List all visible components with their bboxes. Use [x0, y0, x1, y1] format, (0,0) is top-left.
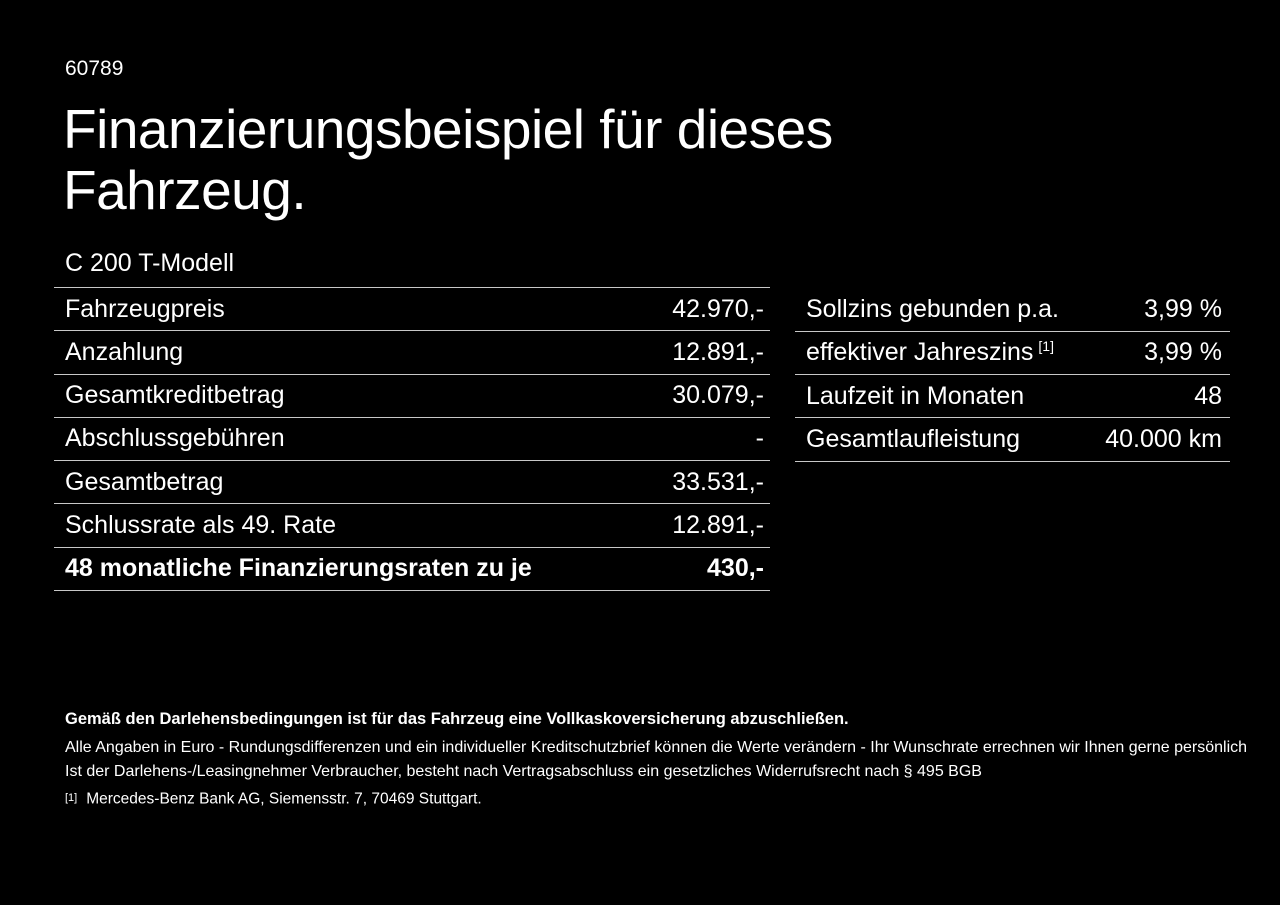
- finance-table: Fahrzeugpreis 42.970,- Anzahlung 12.891,…: [54, 287, 770, 591]
- row-value: -: [755, 424, 764, 453]
- row-value: 30.079,-: [672, 381, 764, 410]
- table-row-anzahlung: Anzahlung 12.891,-: [54, 331, 770, 375]
- table-row-fahrzeugpreis: Fahrzeugpreis 42.970,-: [54, 288, 770, 332]
- row-label-text: effektiver Jahreszins: [806, 338, 1034, 367]
- table-row-laufzeit: Laufzeit in Monaten 48: [795, 375, 1230, 419]
- rounding-note: Alle Angaben in Euro - Rundungsdifferenz…: [65, 739, 1248, 756]
- page-title-line-1: Finanzierungsbeispiel für dieses: [63, 98, 833, 160]
- row-label: Gesamtlaufleistung: [806, 424, 1021, 453]
- row-value: 430,-: [707, 554, 764, 583]
- withdrawal-note: Ist der Darlehens-/Leasingnehmer Verbrau…: [65, 763, 982, 780]
- row-value: 48: [1194, 381, 1222, 410]
- row-value: 33.531,-: [672, 467, 764, 496]
- insurance-note: Gemäß den Darlehensbedingungen ist für d…: [65, 710, 849, 728]
- table-row-schlussrate: Schlussrate als 49. Rate 12.891,-: [54, 504, 770, 548]
- bank-footnote: [1] Mercedes-Benz Bank AG, Siemensstr. 7,…: [65, 789, 482, 809]
- table-row-sollzins: Sollzins gebunden p.a. 3,99 %: [795, 289, 1230, 332]
- row-label: Abschlussgebühren: [65, 424, 285, 453]
- conditions-table: Sollzins gebunden p.a. 3,99 % effektiver…: [795, 289, 1230, 462]
- footnote-marker: [1]: [65, 792, 78, 804]
- row-label: Gesamtbetrag: [65, 467, 224, 496]
- table-row-abschlussgebuehren: Abschlussgebühren -: [54, 418, 770, 462]
- row-label: Laufzeit in Monaten: [806, 381, 1025, 410]
- row-label: Gesamtkreditbetrag: [65, 381, 285, 410]
- doc-number: 60789: [65, 57, 124, 80]
- row-value: 3,99 %: [1144, 338, 1222, 367]
- table-row-effektiver-jahreszins: effektiver Jahreszins [1] 3,99 %: [795, 332, 1230, 376]
- row-value: 42.970,-: [672, 294, 764, 323]
- footnote-ref-marker: [1]: [1038, 338, 1054, 355]
- row-value: 40.000 km: [1105, 424, 1222, 453]
- row-label: Fahrzeugpreis: [65, 294, 225, 323]
- footnote-text: Mercedes-Benz Bank AG, Siemensstr. 7, 70…: [86, 790, 482, 808]
- table-row-gesamtlaufleistung: Gesamtlaufleistung 40.000 km: [795, 418, 1230, 462]
- row-label: 48 monatliche Finanzierungsraten zu je: [65, 554, 532, 583]
- row-label: effektiver Jahreszins [1]: [806, 338, 1054, 367]
- page-title: Finanzierungsbeispiel für dieses Fahrzeu…: [63, 99, 833, 221]
- row-value: 12.891,-: [672, 510, 764, 539]
- vehicle-model: C 200 T-Modell: [65, 249, 235, 277]
- table-row-gesamtkreditbetrag: Gesamtkreditbetrag 30.079,-: [54, 375, 770, 418]
- row-label: Schlussrate als 49. Rate: [65, 510, 336, 539]
- row-label: Sollzins gebunden p.a.: [806, 295, 1059, 324]
- table-row-gesamtbetrag: Gesamtbetrag 33.531,-: [54, 461, 770, 505]
- row-value: 3,99 %: [1144, 295, 1222, 324]
- row-value: 12.891,-: [672, 337, 764, 366]
- row-label: Anzahlung: [65, 337, 184, 366]
- page-title-line-2: Fahrzeug.: [63, 159, 307, 221]
- table-row-monatsrate: 48 monatliche Finanzierungsraten zu je 4…: [54, 548, 770, 591]
